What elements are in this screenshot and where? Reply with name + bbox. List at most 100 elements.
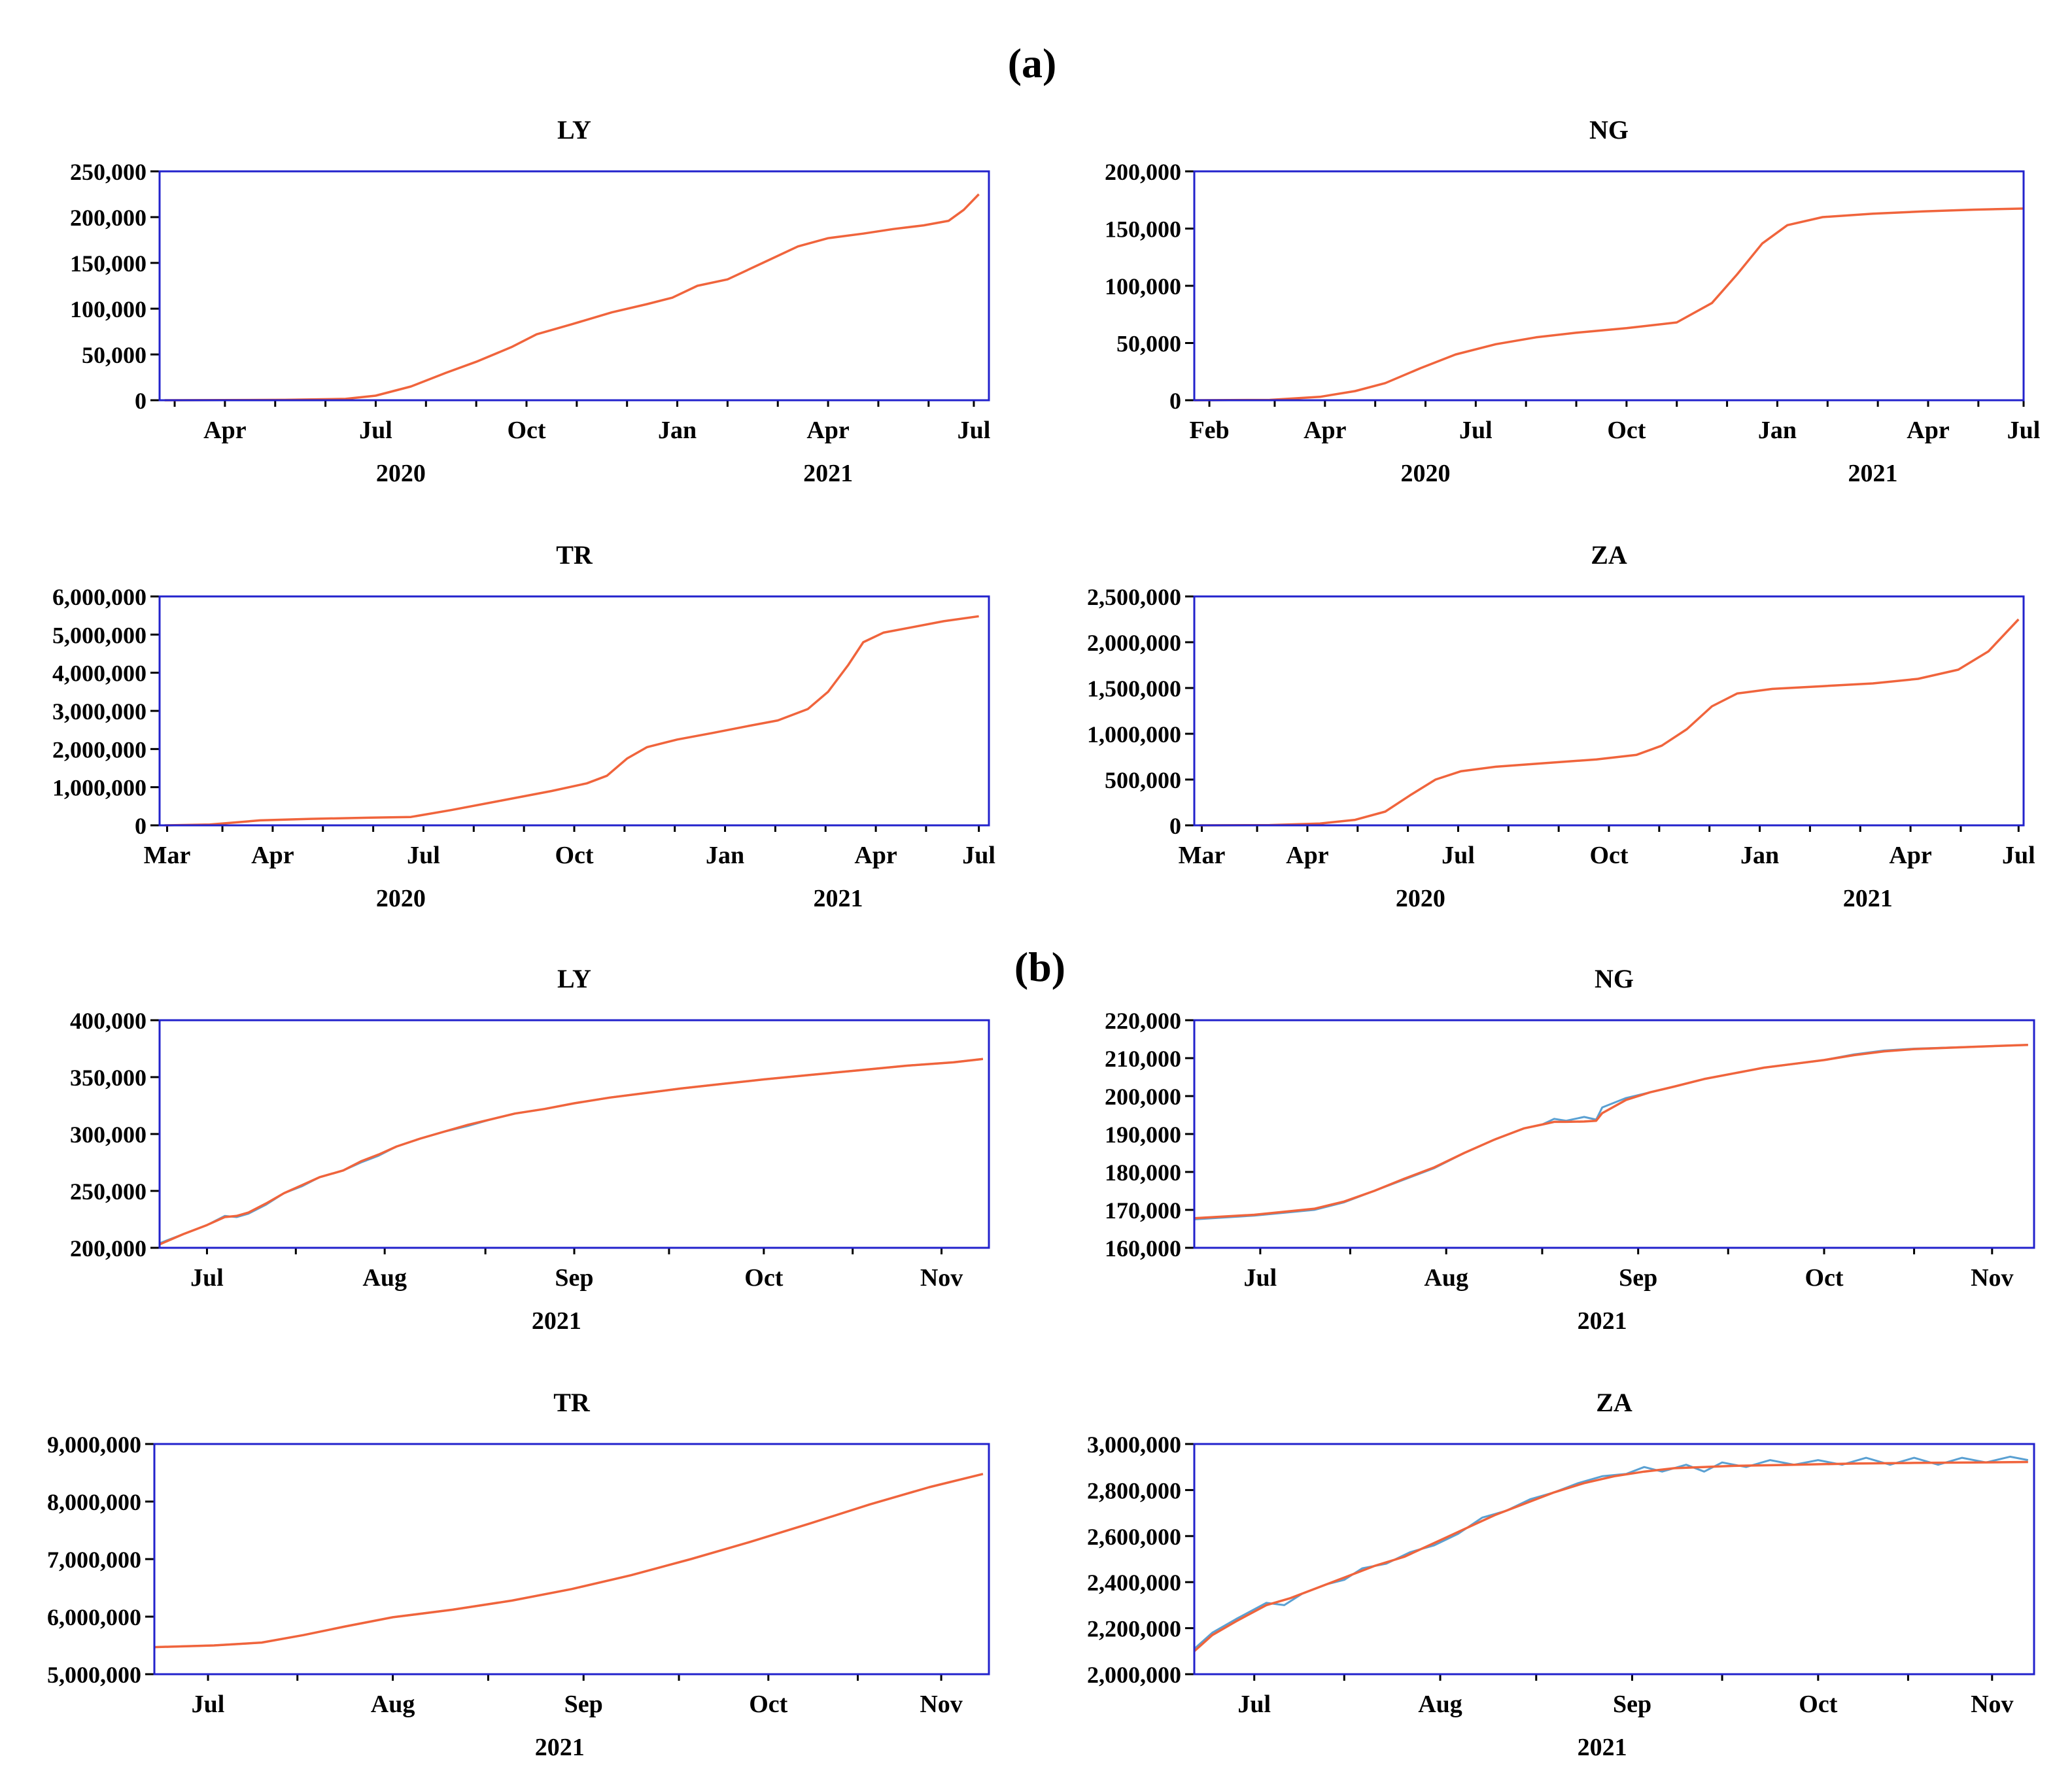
chart-title: NG (1589, 115, 1629, 145)
x-tick-label: Jul (1442, 842, 1475, 869)
series-line-fitted (1193, 1460, 2028, 1653)
series-line-fitted (1194, 1043, 2028, 1220)
x-tick-label: Jul (359, 417, 392, 444)
y-tick-label: 2,000,000 (52, 736, 147, 763)
x-tick-label: Oct (555, 842, 593, 869)
x-tick-label: Nov (1971, 1691, 2013, 1718)
chart-title: ZA (1591, 540, 1627, 570)
y-tick-label: 2,000,000 (1087, 630, 1181, 656)
x-tick-label: Jul (1459, 417, 1493, 444)
chart-b-tr: TR 5,000,000 6,000,000 7,000,000 8,000,000 9,… (47, 1388, 990, 1761)
chart-title: LY (557, 115, 591, 145)
x-tick-label: Jan (706, 842, 744, 869)
x-tick-label: Oct (744, 1264, 783, 1292)
y-tick-label: 1,000,000 (1087, 721, 1181, 748)
y-tick-label: 2,000,000 (1087, 1662, 1181, 1688)
series-line-fitted (154, 1473, 984, 1649)
x-tick-label: Aug (362, 1264, 407, 1292)
x-tick-label: Apr (806, 417, 850, 444)
plot-frame (1193, 1443, 2035, 1676)
x-year-label: 2021 (1578, 1734, 1627, 1761)
y-tick-label: 400,000 (70, 1008, 147, 1034)
x-year-label: 2021 (1843, 885, 1893, 912)
y-tick-label: 4,000,000 (52, 661, 147, 687)
x-tick-label: Oct (507, 417, 545, 444)
plot-frame (1193, 1019, 2035, 1249)
x-tick-label: Apr (1889, 842, 1932, 869)
chart-a-ly: LY 0 50,000 100,000 150,000 200,000 250,000 Apr… (70, 115, 990, 487)
y-tick-label: 7,000,000 (47, 1547, 141, 1573)
x-tick-label: Nov (920, 1691, 962, 1718)
x-tick-label: Jul (962, 842, 995, 869)
x-tick-label: Oct (749, 1691, 787, 1718)
chart-title: NG (1595, 964, 1634, 993)
y-tick-label: 200,000 (70, 1235, 147, 1262)
panel-label-a: (a) (1008, 40, 1057, 86)
x-tick-label: Mar (1179, 842, 1226, 869)
y-tick-label: 0 (135, 388, 147, 414)
chart-title: LY (557, 964, 591, 993)
x-tick-label: Jul (1244, 1264, 1277, 1292)
y-tick-label: 200,000 (1105, 1084, 1181, 1110)
y-tick-label: 200,000 (70, 205, 147, 231)
series-line-fitted (1199, 618, 2020, 827)
series-line-fitted (164, 615, 979, 827)
x-year-label: 2021 (1578, 1307, 1627, 1335)
series-line-fitted (164, 193, 980, 402)
y-tick-label: 250,000 (70, 159, 147, 185)
x-tick-label: Sep (1619, 1264, 1657, 1292)
chart-b-ly: LY 200,000 250,000 300,000 350,000 400,000 Jul… (70, 964, 990, 1335)
x-year-label: 2021 (1848, 460, 1897, 487)
y-tick-label: 190,000 (1105, 1122, 1181, 1148)
plot-frame (158, 170, 990, 402)
y-tick-label: 0 (1169, 388, 1181, 414)
y-tick-label: 1,000,000 (52, 775, 147, 801)
chart-title: ZA (1596, 1388, 1632, 1417)
y-tick-label: 2,400,000 (1087, 1570, 1181, 1596)
y-tick-label: 100,000 (1105, 273, 1181, 300)
x-tick-label: Jul (407, 842, 440, 869)
x-tick-label: Oct (1607, 417, 1646, 444)
x-tick-label: Jul (1237, 1691, 1271, 1718)
x-year-label: 2020 (376, 885, 426, 912)
chart-a-ng: NG 0 50,000 100,000 150,000 200,000 Feb Apr Jul O… (1105, 115, 2040, 487)
x-tick-label: Jan (1740, 842, 1779, 869)
y-tick-label: 3,000,000 (52, 698, 147, 725)
y-tick-label: 350,000 (70, 1065, 147, 1091)
y-tick-label: 50,000 (82, 342, 147, 368)
x-year-label: 2020 (1396, 885, 1445, 912)
x-tick-label: Oct (1799, 1691, 1837, 1718)
chart-title: TR (556, 540, 593, 570)
panel-label-b: (b) (1014, 944, 1065, 990)
y-tick-label: 500,000 (1105, 767, 1181, 793)
x-tick-label: Oct (1589, 842, 1628, 869)
y-tick-label: 160,000 (1105, 1235, 1181, 1262)
x-year-label: 2021 (535, 1734, 585, 1761)
y-tick-label: 50,000 (1116, 331, 1181, 357)
x-tick-label: Aug (371, 1691, 415, 1718)
y-tick-label: 150,000 (1105, 216, 1181, 243)
series-line-actual (1194, 1044, 2028, 1220)
x-tick-label: Apr (251, 842, 294, 869)
x-tick-label: Apr (1286, 842, 1329, 869)
y-tick-label: 0 (1169, 813, 1181, 839)
y-tick-label: 2,500,000 (1087, 584, 1181, 610)
y-tick-label: 6,000,000 (52, 584, 147, 610)
x-tick-label: Jul (190, 1264, 224, 1292)
x-tick-label: Apr (203, 417, 247, 444)
x-tick-label: Aug (1424, 1264, 1468, 1292)
plot-frame (158, 595, 990, 827)
x-tick-label: Jul (192, 1691, 225, 1718)
x-tick-label: Jul (2007, 417, 2041, 444)
chart-b-ng: NG 160,000 170,000 180,000 190,000 200,000 210… (1105, 964, 2035, 1335)
y-tick-label: 250,000 (70, 1178, 147, 1205)
x-tick-label: Jan (658, 417, 697, 444)
y-tick-label: 300,000 (70, 1122, 147, 1148)
series-line-fitted (159, 1057, 984, 1246)
y-tick-label: 150,000 (70, 250, 147, 277)
x-tick-label: Nov (1971, 1264, 2013, 1292)
y-tick-label: 200,000 (1105, 159, 1181, 185)
x-tick-label: Sep (1613, 1691, 1651, 1718)
x-year-label: 2021 (803, 460, 853, 487)
